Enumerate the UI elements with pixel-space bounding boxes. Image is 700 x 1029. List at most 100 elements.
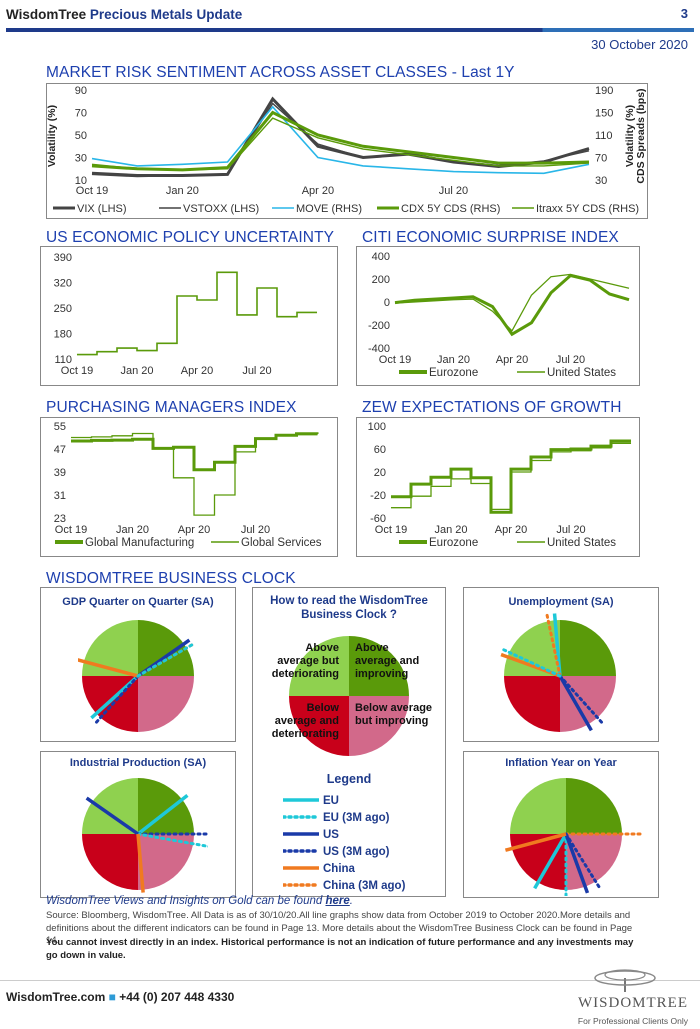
site-link[interactable]: WisdomTree.com <box>6 990 106 1004</box>
x-tick-label: Jan 20 <box>434 524 467 536</box>
y-tick-label: 31 <box>54 490 66 502</box>
clock-quadrant-above-deteriorating <box>82 620 138 676</box>
site-line: WisdomTree.com ■ +44 (0) 207 448 4330 <box>6 990 235 1004</box>
howto-q2-label: Above average and improving <box>355 642 420 680</box>
legend-label: CDX 5Y CDS (RHS) <box>401 203 500 215</box>
y-tick-label: 47 <box>54 444 66 456</box>
unemp-clock-title: Unemployment (SA) <box>508 596 614 608</box>
risk-chart: 90 70 50 30 10 190 150 110 70 30 Volatility (%) Vol… <box>46 85 647 215</box>
howto-q3-label: Below average and deteriorating <box>271 702 339 740</box>
epu-chart-box: 390 320 250 180 110 Oct 19 Jan 20 Apr 20 Jul 20 <box>40 246 338 386</box>
legend-label: Global Services <box>241 537 322 549</box>
clock-hand <box>501 647 562 678</box>
source-note: Source: Bloomberg, WisdomTree. All Data … <box>46 910 633 946</box>
clock-quadrant-above-improving <box>566 778 622 834</box>
clock-hand <box>85 796 140 836</box>
citi-chart-box: 400 200 0 -200 -400 Oct 19 Jan 20 Apr 20 Jul 20 E… <box>356 246 640 386</box>
clock-quadrant-below-improving <box>138 834 194 890</box>
howto-q1-label: Above average but deteriorating <box>271 642 339 680</box>
clock-hand <box>533 833 568 890</box>
y-tick-label: 0 <box>384 297 390 309</box>
x-tick-label: Apr 20 <box>302 185 334 197</box>
series-line <box>391 442 631 511</box>
infl-clock <box>504 778 644 896</box>
clock-quadrant-above-improving <box>138 778 194 834</box>
y-tick-label: 100 <box>368 421 386 433</box>
clock-hand <box>564 832 601 889</box>
howto-q4-label: Below average but improving <box>355 702 433 727</box>
page-number: 3 <box>680 6 688 21</box>
legend-label: United States <box>547 367 616 379</box>
legend-label: Eurozone <box>429 367 478 379</box>
ind-clock-title: Industrial Production (SA) <box>69 757 207 769</box>
series-line <box>71 432 319 472</box>
clock-hand <box>545 613 562 678</box>
y-tick-label: 23 <box>54 513 66 525</box>
y2-tick-label: 110 <box>595 130 613 142</box>
legend-label: Global Manufacturing <box>85 537 194 549</box>
y-tick-label: 50 <box>75 130 87 142</box>
pmi-title: PURCHASING MANAGERS INDEX <box>46 399 297 416</box>
clock-hand <box>136 832 208 848</box>
x-tick-label: Jan 20 <box>116 524 149 536</box>
insights-line: WisdomTree Views and Insights on Gold ca… <box>46 895 353 907</box>
legend-title: Legend <box>326 772 372 786</box>
y2-tick-label: 30 <box>595 175 607 187</box>
y2-tick-label: 70 <box>595 153 607 165</box>
clock-quadrant-above-deteriorating <box>510 778 566 834</box>
y2-axis-label: Volatility (%) <box>624 105 636 167</box>
legend-label: China <box>323 863 356 875</box>
insights-link[interactable]: here <box>325 895 350 907</box>
y-tick-label: -60 <box>370 513 386 525</box>
y-tick-label: 250 <box>54 303 72 315</box>
y-tick-label: 10 <box>75 175 87 187</box>
y-tick-label: -400 <box>368 343 390 355</box>
series-line <box>77 271 317 356</box>
howto-panel: How to read the WisdomTree Business Cloc… <box>252 587 446 897</box>
clock-hand <box>78 658 139 678</box>
y-tick-label: 39 <box>54 467 66 479</box>
clock-quadrant-above-deteriorating <box>82 778 138 834</box>
clock-hand <box>136 638 191 678</box>
x-tick-label: Oct 19 <box>61 365 93 377</box>
gdp-clock-title: GDP Quarter on Quarter (SA) <box>62 596 214 608</box>
header-title: WisdomTree Precious Metals Update <box>6 7 242 22</box>
footer-rule <box>0 980 700 981</box>
x-tick-label: Jan 20 <box>437 354 470 366</box>
y-tick-label: 390 <box>54 252 72 264</box>
insights-text: WisdomTree Views and Insights on Gold ca… <box>46 895 323 907</box>
legend-label: EU <box>323 795 339 807</box>
x-tick-label: Oct 19 <box>379 354 411 366</box>
unemp-clock <box>500 613 616 732</box>
clock-hand <box>136 643 194 678</box>
clock-hand <box>504 832 567 852</box>
series-line <box>91 102 590 178</box>
clock-quadrant-below-deteriorating <box>82 834 138 890</box>
x-tick-label: Apr 20 <box>495 524 527 536</box>
howto-clock <box>289 636 409 756</box>
clock-legend: EU EU (3M ago) US US (3M ago) China China (3M… <box>283 795 406 892</box>
logo-wordmark: WISDOMTREE <box>578 995 688 1011</box>
x-tick-label: Apr 20 <box>181 365 213 377</box>
clock-hand <box>500 652 561 678</box>
clock-title: WISDOMTREE BUSINESS CLOCK <box>46 570 296 587</box>
legend-label: China (3M ago) <box>323 880 406 892</box>
legend-label: US <box>323 829 339 841</box>
y2-axis-label: CDS Spreads (bps) <box>635 88 647 183</box>
clock-quadrant-below-improving <box>138 676 194 732</box>
gdp-clock <box>78 620 194 732</box>
brand-name: WisdomTree <box>6 7 87 22</box>
howto-q1 <box>289 636 349 696</box>
y-tick-label: 20 <box>374 467 386 479</box>
legend-label: VSTOXX (LHS) <box>183 203 259 215</box>
y2-tick-label: 150 <box>595 108 613 120</box>
y-tick-label: -20 <box>370 490 386 502</box>
x-tick-label: Apr 20 <box>178 524 210 536</box>
zew-chart-box: 100 60 20 -20 -60 Oct 19 Jan 20 Apr 20 Jul 20 Eur… <box>356 417 640 557</box>
series-line <box>91 105 590 175</box>
x-tick-label: Jul 20 <box>556 524 585 536</box>
legend-label: Itraxx 5Y CDS (RHS) <box>536 203 639 215</box>
